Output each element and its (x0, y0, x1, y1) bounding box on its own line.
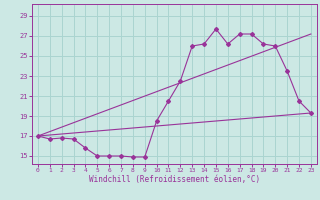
X-axis label: Windchill (Refroidissement éolien,°C): Windchill (Refroidissement éolien,°C) (89, 175, 260, 184)
